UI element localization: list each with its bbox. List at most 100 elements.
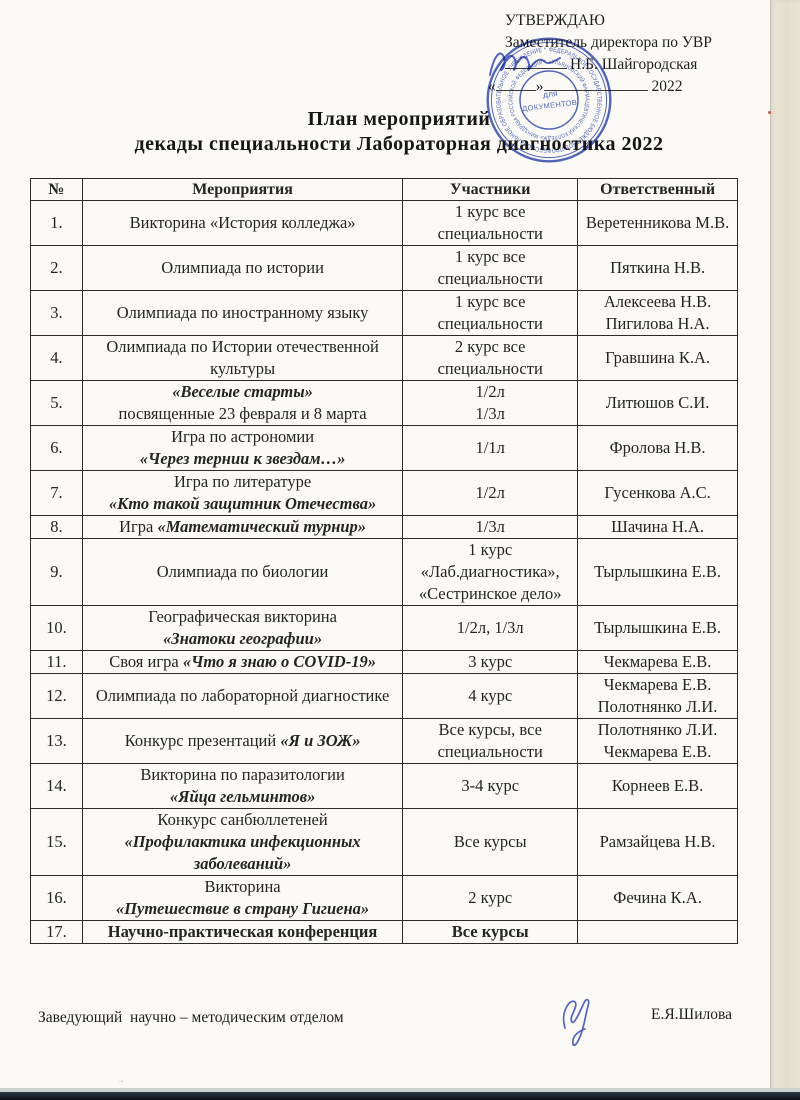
cell-line: Чекмарева Е.В.	[603, 675, 712, 694]
footer-signature-scribble	[562, 998, 590, 1046]
responsible-cell: Полотнянко Л.И. Чекмарева Е.В.	[577, 718, 738, 764]
responsible-cell: Тырлышкина Е.В.	[577, 538, 738, 606]
event-cell: Игра по литературе «Кто такой защитник От…	[81, 470, 404, 516]
responsible-cell: Тырлышкина Е.В.	[577, 605, 738, 651]
table-row: 13. Конкурс презентаций «Я и ЗОЖ» Все курс…	[30, 718, 738, 764]
approver-signature-scribble	[489, 52, 561, 76]
approval-block: УТВЕРЖДАЮ Заместитель директора по УВР Н…	[488, 10, 712, 97]
cell-line: культуры	[210, 359, 276, 378]
participants-cell: 1 курс все специальности	[402, 245, 579, 291]
event-cell: Конкурс санбюллетеней «Профилактика инфек…	[81, 808, 404, 876]
cell-line: 1 курс все	[454, 202, 526, 221]
approval-word: УТВЕРЖДАЮ	[505, 12, 605, 29]
cell-line: «Через тернии к звездам…»	[139, 449, 346, 468]
responsible-cell: Литюшов С.И.	[577, 380, 738, 426]
cell-line: Фролова Н.В.	[609, 438, 706, 457]
event-cell: «Веселые старты» посвященные 23 февраля и…	[81, 380, 404, 426]
month-underline	[543, 77, 648, 91]
row-number-cell: 11.	[30, 650, 83, 674]
cell-line: Литюшов С.И.	[605, 393, 710, 412]
col-header-participants: Участники	[402, 178, 579, 201]
cell-line: Полотнянко Л.И.	[597, 697, 718, 716]
participants-cell: 1 курс все специальности	[402, 290, 579, 336]
cell-line: 1/2л	[475, 382, 505, 401]
cell-line: 1.	[50, 213, 63, 232]
row-number-cell: 1.	[30, 200, 83, 246]
cell-line: 17.	[46, 922, 67, 941]
cell-line: «Лаб.диагностика»,	[420, 562, 560, 581]
cell-line: 2 курс все	[454, 337, 526, 356]
table-body: 1. Викторина «История колледжа» 1 курс все…	[30, 200, 738, 944]
participants-cell: 4 курс	[402, 673, 579, 719]
row-number-cell: 8.	[30, 515, 83, 539]
day-underline	[495, 77, 536, 91]
cell-line: 13.	[46, 731, 67, 750]
cell-line: «Путешествие в страну Гигиена»	[115, 899, 370, 918]
cell-line: 12.	[46, 686, 67, 705]
cell-line: «Профилактика инфекционных	[124, 832, 361, 851]
approval-year: 2022	[651, 77, 683, 95]
cell-line: Игра по литературе	[174, 472, 312, 491]
cell-line: Корнеев Е.В.	[611, 776, 704, 795]
table-row: 1. Викторина «История колледжа» 1 курс все…	[30, 200, 738, 246]
participants-cell: 1/2л 1/3л	[402, 380, 579, 426]
responsible-cell: Чекмарева Е.В. Полотнянко Л.И.	[577, 673, 738, 719]
scan-speck-red	[768, 111, 771, 114]
cell-line: 3-4 курс	[461, 776, 520, 795]
event-cell: Своя игра «Что я знаю о COVID-19»	[81, 650, 404, 674]
cell-line: «Сестринское дело»	[418, 584, 562, 603]
participants-cell: 2 курс все специальности	[402, 335, 579, 381]
cell-line: специальности	[437, 742, 543, 761]
cell-line: 1/3л	[475, 404, 505, 423]
cell-line: Веретенникова М.В.	[585, 213, 730, 232]
cell-line: Чекмарева Е.В.	[603, 742, 712, 761]
table-row: 12. Олимпиада по лабораторной диагностике…	[30, 673, 738, 719]
participants-cell: 2 курс	[402, 875, 579, 921]
participants-cell: Все курсы, все специальности	[402, 718, 579, 764]
cell-line: специальности	[437, 314, 543, 333]
cell-line: 11.	[46, 652, 67, 671]
table-row: 9. Олимпиада по биологии 1 курс «Лаб.диагно…	[30, 538, 738, 606]
participants-cell: Все курсы	[402, 920, 579, 944]
cell-line: «Веселые старты»	[172, 382, 313, 401]
event-cell: Географическая викторина «Знатоки географ…	[81, 605, 404, 651]
cell-line: 1/3л	[475, 517, 505, 536]
document-title: План мероприятий декады специальности Ла…	[0, 107, 798, 157]
row-number-cell: 13.	[30, 718, 83, 764]
cell-line: Олимпиада по истории	[161, 258, 324, 277]
cell-line: Конкурс санбюллетеней	[157, 810, 328, 829]
scan-edge-bottom-dark	[0, 1092, 800, 1100]
row-number-cell: 2.	[30, 245, 83, 291]
cell-line: 3 курс	[468, 652, 513, 671]
row-number-cell: 6.	[30, 425, 83, 471]
cell-line: 2.	[50, 258, 63, 277]
cell-line: Гусенкова А.С.	[604, 483, 711, 502]
footer-signer-name: Е.Я.Шилова	[651, 1006, 732, 1023]
participants-cell: 1/2л, 1/3л	[402, 605, 579, 651]
cell-line: Олимпиада по Истории отечественной	[106, 337, 379, 356]
cell-line: 15.	[46, 832, 67, 851]
cell-line: Викторина по паразитологии	[140, 765, 345, 784]
responsible-cell: Пяткина Н.В.	[577, 245, 738, 291]
event-cell: Конкурс презентаций «Я и ЗОЖ»	[81, 718, 404, 764]
cell-line: Викторина «История колледжа»	[129, 213, 356, 232]
cell-line: Чекмарева Е.В.	[603, 652, 712, 671]
col-header-responsible: Ответственный	[577, 178, 738, 201]
participants-cell: 1 курс «Лаб.диагностика», «Сестринское дел…	[402, 538, 579, 606]
cell-line: Тырлышкина Е.В.	[594, 618, 721, 637]
cell-line: 4.	[50, 348, 63, 367]
cell-line: Олимпиада по биологии	[156, 562, 329, 581]
cell-line: 2 курс	[468, 888, 513, 907]
cell-line: Все курсы	[453, 832, 527, 851]
table-row: 4. Олимпиада по Истории отечественной куль…	[30, 335, 738, 381]
cell-line: специальности	[437, 224, 543, 243]
responsible-cell: Шачина Н.А.	[577, 515, 738, 539]
cell-line: Игра по астрономии	[171, 427, 315, 446]
table-row: 10. Географическая викторина «Знатоки геог…	[30, 605, 738, 651]
cell-line: Олимпиада по лабораторной диагностике	[95, 686, 390, 705]
cell-line: Викторина	[204, 877, 281, 896]
responsible-cell: Корнеев Е.В.	[577, 763, 738, 809]
cell-line: Географическая викторина	[148, 607, 337, 626]
participants-cell: 3-4 курс	[402, 763, 579, 809]
row-number-cell: 17.	[30, 920, 83, 944]
